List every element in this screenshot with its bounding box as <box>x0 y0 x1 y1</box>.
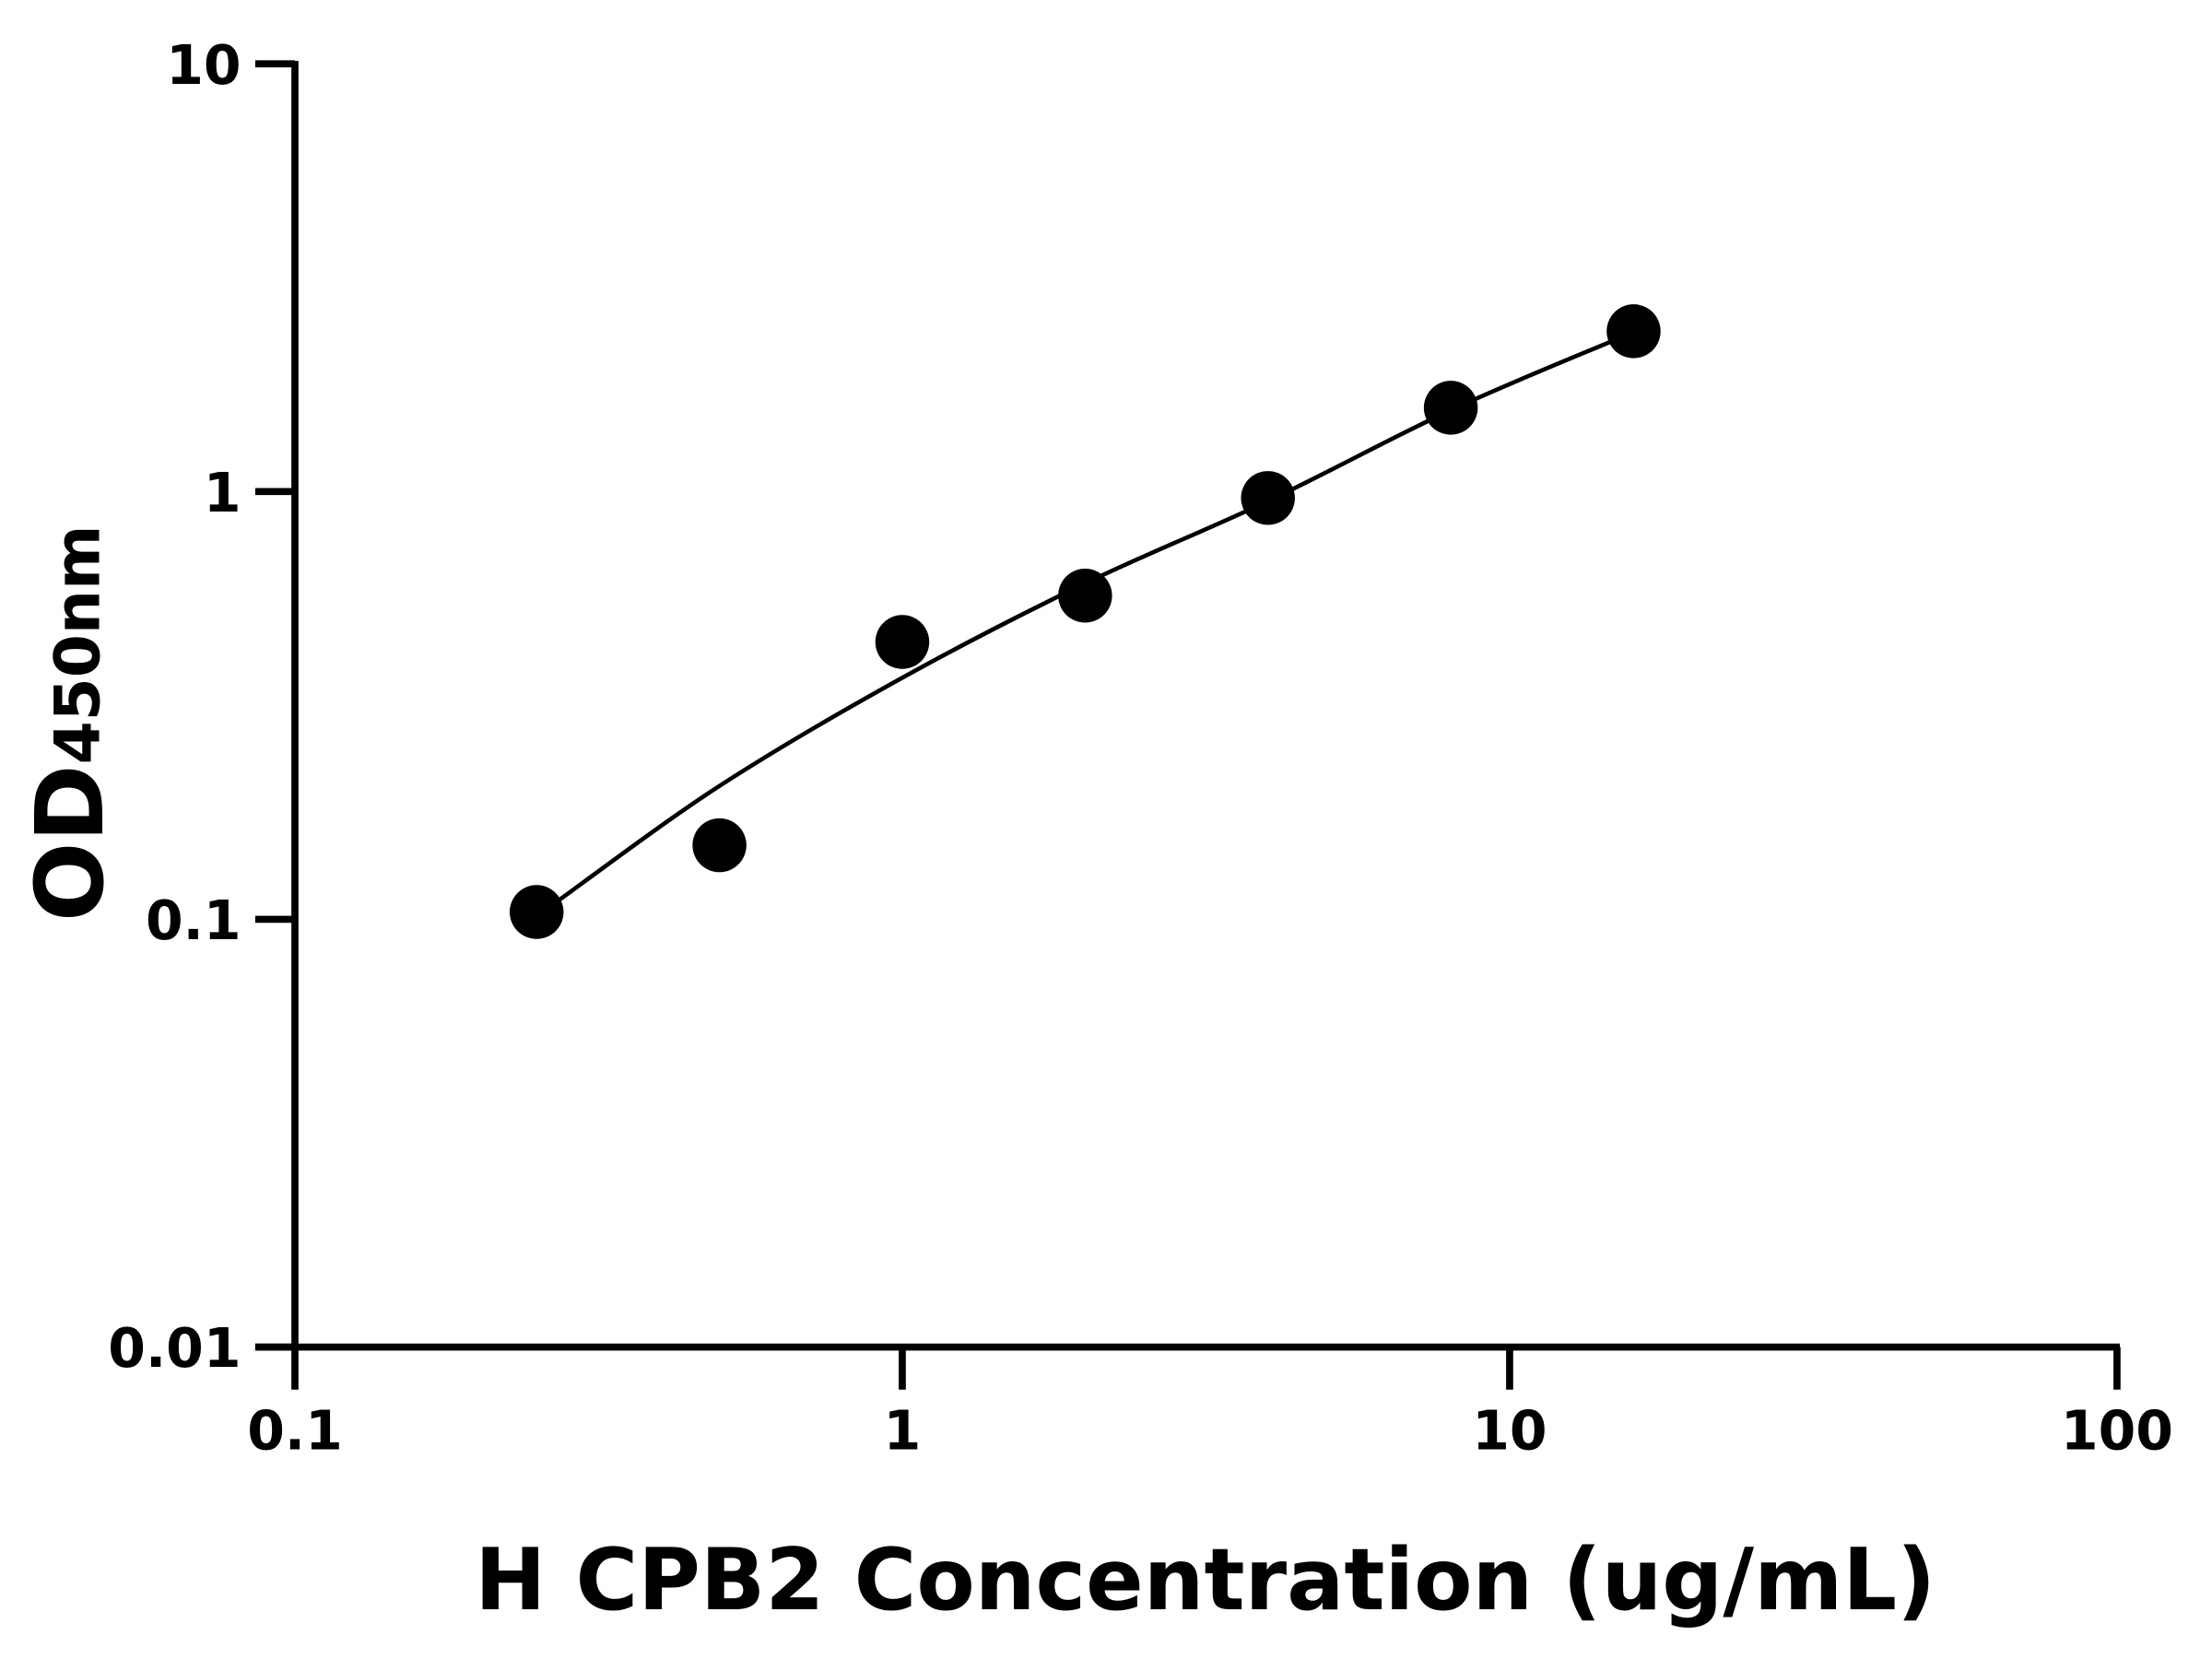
x-axis-label: H CPB2 Concentration (ug/mL) <box>475 1530 1936 1630</box>
svg-text:OD450nm: OD450nm <box>16 524 124 922</box>
y-tick-label: 0.1 <box>146 889 241 952</box>
x-tick-label: 10 <box>1472 1399 1547 1462</box>
y-tick-label: 1 <box>204 462 241 524</box>
data-point <box>692 818 747 873</box>
y-axis-label-subscript: 450nm <box>41 524 114 764</box>
y-axis-label: OD450nm <box>16 524 124 922</box>
y-tick-label: 10 <box>166 34 241 97</box>
x-ticks: 0.1 1 10 100 <box>247 1347 2173 1462</box>
data-point <box>1058 569 1112 623</box>
data-point <box>1606 304 1661 359</box>
x-tick-label: 100 <box>2061 1399 2173 1462</box>
data-point <box>1241 471 1295 525</box>
data-point <box>1423 381 1478 435</box>
y-ticks: 0.01 0.1 1 10 <box>108 34 295 1380</box>
y-axis-label-main: OD <box>16 764 124 922</box>
axes <box>254 61 2120 1351</box>
data-point <box>510 885 564 939</box>
data-point <box>875 615 930 669</box>
data-points <box>510 304 1661 939</box>
x-tick-label: 0.1 <box>247 1399 343 1462</box>
x-tick-label: 1 <box>884 1399 922 1462</box>
y-tick-label: 0.01 <box>108 1317 241 1380</box>
